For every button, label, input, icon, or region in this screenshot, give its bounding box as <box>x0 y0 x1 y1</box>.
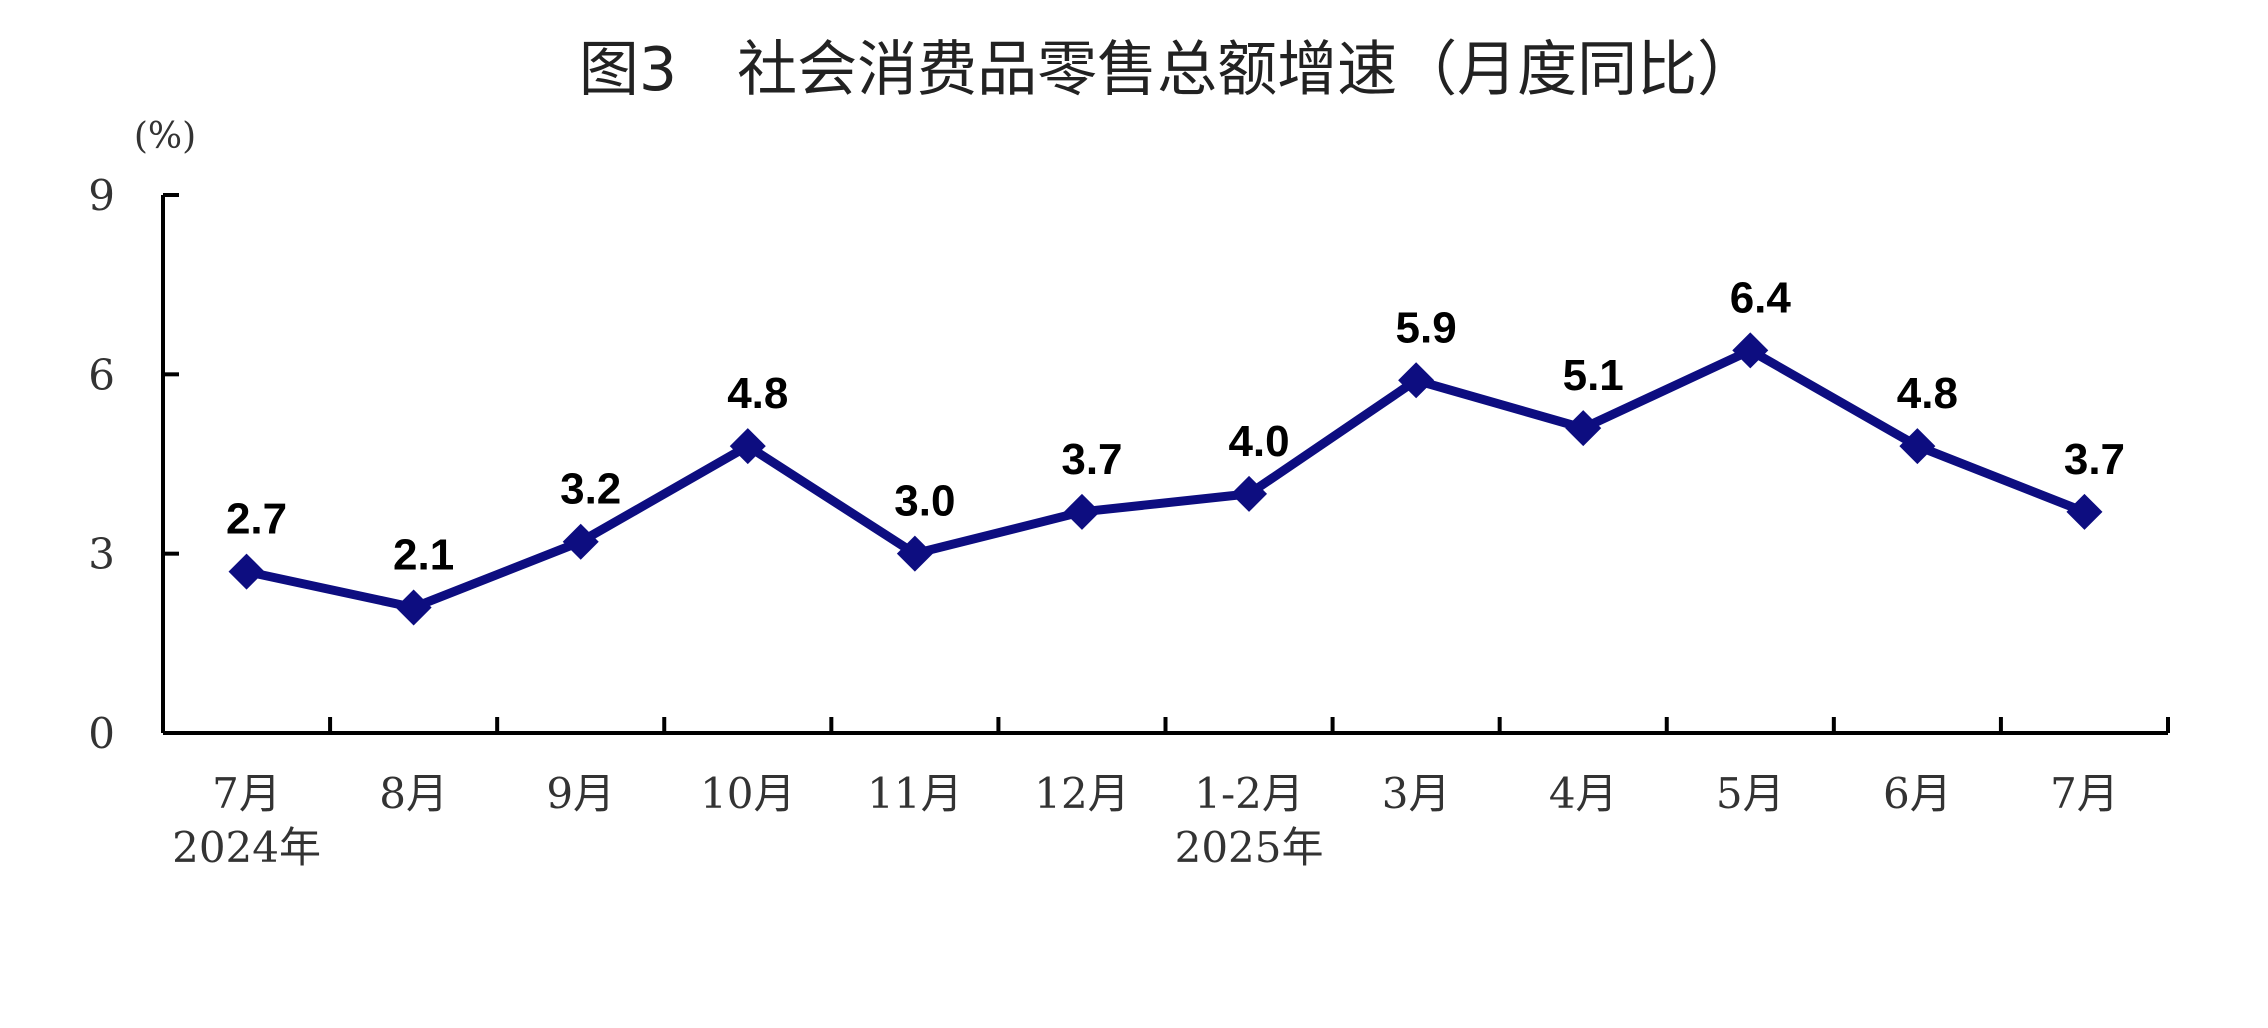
y-tick-label: 3 <box>88 530 115 579</box>
x-tick-label: 12月 <box>1034 769 1129 818</box>
data-label: 3.0 <box>894 477 955 526</box>
data-label: 3.7 <box>1061 435 1122 484</box>
data-labels: 2.7 2.1 3.2 4.8 3.0 3.7 4.0 5.9 5.1 6.4 4.8 3.7 <box>226 273 2125 579</box>
y-axis-unit-label: (%) <box>134 116 196 157</box>
x-year-label: 2025年 <box>1175 823 1324 872</box>
data-label: 3.7 <box>2064 435 2125 484</box>
data-label: 4.8 <box>727 369 788 418</box>
data-point-marker <box>896 535 933 572</box>
x-tick-label: 10月 <box>700 769 795 818</box>
data-point-marker <box>1732 332 1769 369</box>
data-label: 2.1 <box>393 530 454 579</box>
data-label: 5.9 <box>1396 303 1457 352</box>
x-tick-label: 9月 <box>546 769 615 818</box>
x-tick-label: 5月 <box>1716 769 1785 818</box>
data-label: 3.2 <box>560 465 621 514</box>
chart-title: 图3 社会消费品零售总额增速（月度同比） <box>579 35 1757 105</box>
y-tick-label: 9 <box>88 171 115 220</box>
y-tick-labels: 0 3 6 9 <box>88 171 115 758</box>
series-line-layer <box>242 345 2089 612</box>
x-tick-label: 11月 <box>867 769 962 818</box>
y-tick-label: 6 <box>88 350 115 399</box>
data-label: 4.8 <box>1897 369 1958 418</box>
axes <box>161 193 2170 735</box>
series-line <box>242 345 2089 612</box>
data-label: 6.4 <box>1730 273 1792 322</box>
data-point-marker <box>729 428 766 465</box>
x-tick-label: 6月 <box>1883 769 1952 818</box>
x-tick-labels: 7月 8月 9月 10月 11月 12月 1-2月 3月 4月 5月 6月 7月 2024年 2025年 <box>172 769 2119 872</box>
x-year-label: 2024年 <box>172 823 321 872</box>
data-label: 4.0 <box>1228 417 1289 466</box>
x-tick-label: 8月 <box>379 769 448 818</box>
data-point-marker <box>1565 410 1602 447</box>
y-tick-label: 0 <box>88 709 115 758</box>
x-tick-label: 3月 <box>1382 769 1451 818</box>
x-tick-label: 1-2月 <box>1194 769 1304 818</box>
data-point-marker <box>1398 362 1435 399</box>
x-tick-label: 7月 <box>212 769 281 818</box>
data-points <box>228 332 2103 626</box>
data-point-marker <box>228 553 265 590</box>
data-label: 2.7 <box>226 495 287 544</box>
data-point-marker <box>1899 428 1936 465</box>
data-point-marker <box>2066 493 2103 530</box>
data-point-marker <box>1231 475 1268 512</box>
data-label: 5.1 <box>1563 351 1624 400</box>
data-point-marker <box>1063 493 1100 530</box>
x-tick-label: 7月 <box>2050 769 2119 818</box>
x-tick-label: 4月 <box>1549 769 1618 818</box>
data-point-marker <box>395 589 432 626</box>
data-point-marker <box>562 523 599 560</box>
